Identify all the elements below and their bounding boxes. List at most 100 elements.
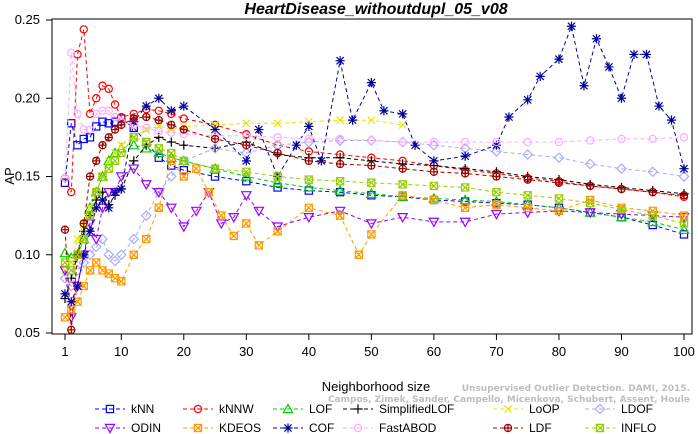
data-point <box>128 233 140 245</box>
data-point <box>204 187 214 197</box>
data-point <box>554 206 564 216</box>
legend: kNN kNNW LOF SimplifiedLOF LoOP LDOF ODIN KDEOS… <box>95 402 656 434</box>
data-point <box>584 158 596 170</box>
series-line <box>64 168 685 318</box>
data-point <box>367 230 376 239</box>
data-point <box>179 166 188 175</box>
data-point <box>210 172 220 181</box>
data-point <box>304 156 314 166</box>
data-point <box>336 116 345 125</box>
data-point <box>654 101 664 111</box>
data-point <box>179 172 188 181</box>
data-point <box>79 219 88 228</box>
data-point <box>335 176 345 186</box>
data-point <box>629 49 639 60</box>
data-point <box>617 134 626 144</box>
data-point <box>303 181 315 192</box>
data-point <box>97 195 108 205</box>
data-point <box>523 203 532 212</box>
data-point <box>142 234 151 244</box>
data-point <box>128 164 140 175</box>
data-point <box>367 178 376 187</box>
data-point <box>365 219 377 230</box>
legend-item-loop: LoOP <box>493 402 560 416</box>
data-point <box>104 133 113 142</box>
data-point <box>398 109 408 119</box>
data-point <box>666 115 677 125</box>
x-tick-label: 70 <box>489 344 503 359</box>
data-point <box>104 84 113 94</box>
data-point <box>117 277 126 286</box>
data-point <box>460 137 470 147</box>
data-point <box>586 198 595 208</box>
data-point <box>273 227 282 236</box>
legend-item-kdeos: KDEOS <box>183 421 261 434</box>
data-point <box>335 134 345 144</box>
data-point <box>90 234 102 245</box>
data-point <box>367 136 376 145</box>
legend-item-ldof: LDOF <box>585 402 653 416</box>
data-point <box>492 187 501 197</box>
data-point <box>79 250 89 260</box>
data-point <box>210 124 220 135</box>
data-point <box>60 313 70 322</box>
data-point <box>110 100 120 109</box>
data-point <box>67 325 76 334</box>
y-tick-label: 0.20 <box>15 90 40 105</box>
data-point <box>273 148 282 158</box>
data-point <box>85 266 95 275</box>
data-point <box>92 258 101 267</box>
data-point <box>116 184 126 194</box>
data-point <box>566 21 577 31</box>
watermark-line-1: Unsupervised Outlier Detection. DAMI, 20… <box>462 384 690 394</box>
data-point <box>167 156 176 166</box>
data-point <box>254 241 264 250</box>
y-axis: 0.05 0.10 0.15 0.20 0.25 <box>15 12 52 340</box>
data-point <box>398 164 407 173</box>
x-tick-label: 20 <box>177 344 191 359</box>
data-point <box>78 257 90 269</box>
data-point <box>179 114 188 123</box>
data-point <box>90 241 102 253</box>
data-point <box>85 133 95 142</box>
data-point <box>140 210 152 222</box>
data-point <box>166 137 176 147</box>
data-point <box>117 141 126 150</box>
data-point <box>617 205 626 214</box>
y-tick-label: 0.05 <box>15 325 40 340</box>
data-point <box>398 137 407 147</box>
data-point <box>85 125 95 134</box>
legend-item-lof: LOF <box>273 402 332 416</box>
watermark-line-2: Campos, Zimek, Sander, Campello, Micenko… <box>328 395 690 405</box>
data-point <box>59 272 71 284</box>
data-point <box>367 161 376 170</box>
legend-label: kNN <box>131 402 154 416</box>
data-point <box>460 169 470 178</box>
data-point <box>142 112 151 122</box>
data-point <box>366 78 376 88</box>
data-point <box>190 206 202 217</box>
data-point <box>398 191 407 200</box>
data-point <box>271 176 284 187</box>
legend-label: LOF <box>309 402 332 416</box>
data-point <box>273 183 282 192</box>
data-point <box>92 187 101 197</box>
data-point <box>586 136 595 145</box>
data-point <box>379 106 389 116</box>
data-point <box>554 178 564 187</box>
data-point <box>365 187 377 198</box>
data-point <box>229 231 239 241</box>
data-point <box>92 94 101 103</box>
data-point <box>241 156 251 166</box>
data-point <box>110 112 120 122</box>
data-point <box>73 50 82 59</box>
x-tick-label: 90 <box>614 344 628 359</box>
chart-title: HeartDisease_withoutdupl_05_v08 <box>244 1 507 18</box>
data-point <box>273 119 282 128</box>
data-point <box>73 109 82 119</box>
data-point <box>153 187 165 198</box>
data-point <box>595 423 605 433</box>
data-point <box>354 250 364 259</box>
data-point <box>85 109 95 119</box>
